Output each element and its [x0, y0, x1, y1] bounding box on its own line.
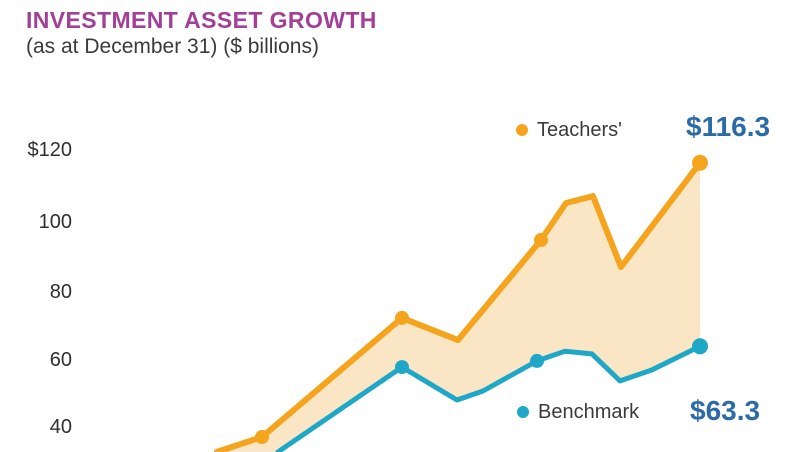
- y-tick-40: 40: [49, 416, 72, 438]
- y-tick-60: 60: [49, 349, 72, 371]
- teachers-point-marker: [534, 233, 548, 247]
- teachers-point-marker: [255, 430, 269, 444]
- legend-teachers: Teachers': [516, 118, 622, 142]
- teachers-bullet-icon: [516, 124, 528, 136]
- benchmark-legend-label: Benchmark: [538, 400, 640, 423]
- benchmark-bullet-icon: [517, 406, 529, 418]
- benchmark-point-marker: [692, 338, 708, 355]
- benchmark-point-marker: [530, 353, 544, 368]
- benchmark-value-label: $63.3: [690, 395, 761, 426]
- y-tick-100: 100: [38, 211, 72, 233]
- y-tick-80: 80: [49, 281, 72, 303]
- teachers-point-marker: [692, 154, 708, 171]
- y-tick-120: $120: [27, 139, 73, 161]
- benchmark-line: [275, 343, 703, 452]
- chart-title: INVESTMENT ASSET GROWTH: [26, 7, 377, 33]
- benchmark-point-marker: [395, 360, 409, 375]
- chart-subtitle: (as at December 31) ($ billions): [26, 35, 319, 58]
- teachers-value-label: $116.3: [686, 111, 771, 142]
- teachers-point-marker: [395, 310, 409, 325]
- teachers-legend-label: Teachers': [537, 118, 622, 141]
- legend-benchmark: Benchmark: [517, 400, 639, 424]
- area-between-series: [217, 162, 700, 452]
